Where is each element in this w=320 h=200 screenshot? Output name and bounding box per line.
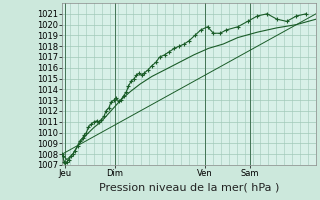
X-axis label: Pression niveau de la mer( hPa ): Pression niveau de la mer( hPa ) <box>99 182 279 192</box>
